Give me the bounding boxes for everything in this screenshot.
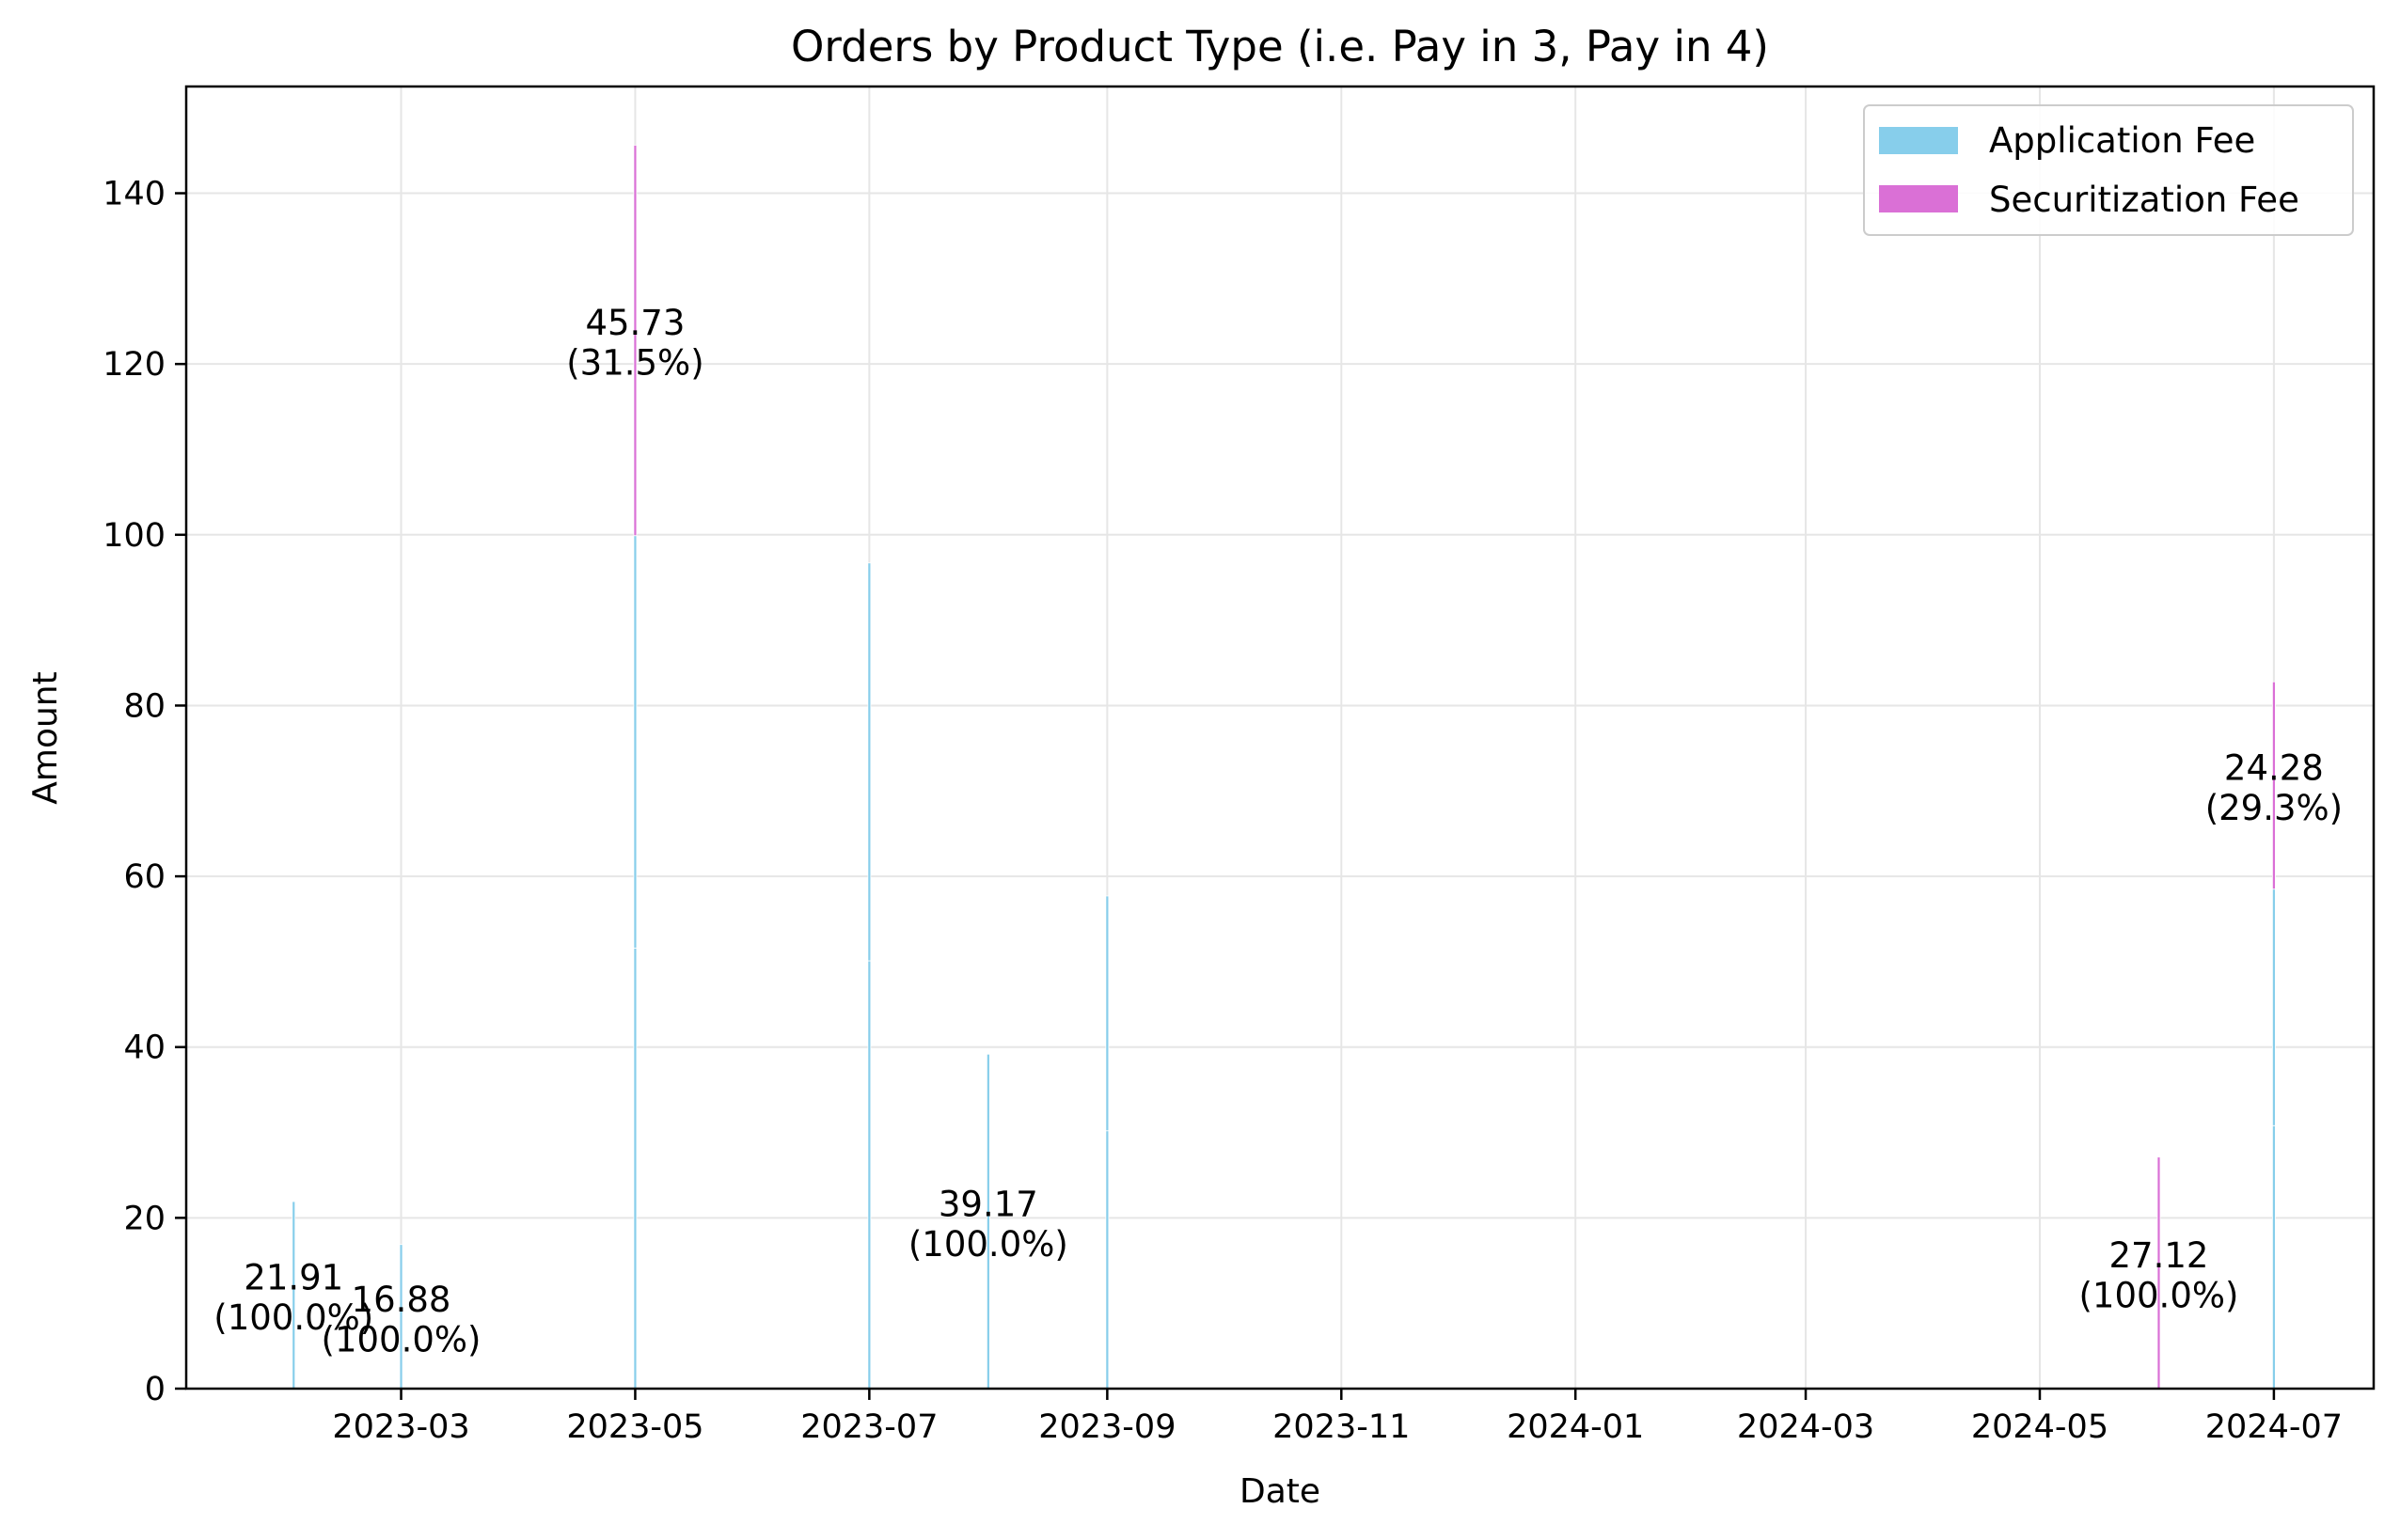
x-tick-label: 2023-07: [800, 1408, 938, 1446]
x-axis-label: Date: [1239, 1472, 1320, 1511]
y-tick-label: 140: [103, 176, 166, 213]
bar-application-fee: [1105, 1130, 1110, 1390]
data-labels: 21.91 (100.0%)16.88 (100.0%) 45.73 (31.5%) 39…: [213, 303, 2343, 1360]
data-label: 16.88 (100.0%): [322, 1280, 482, 1360]
y-tick-label: 80: [123, 687, 166, 725]
x-tick-label: 2023-05: [566, 1408, 703, 1446]
data-label: 21.91 (100.0%): [213, 1258, 373, 1339]
x-tick-label: 2023-09: [1038, 1408, 1176, 1446]
x-tick-label: 2023-03: [332, 1408, 469, 1446]
legend-box: [1863, 104, 2354, 236]
x-tick-label: 2024-01: [1507, 1408, 1644, 1446]
x-tick-label: 2024-03: [1737, 1408, 1874, 1446]
bar-application-fee: [2272, 888, 2276, 1126]
bar-securitization-fee: [633, 144, 638, 537]
bar-application-fee: [1105, 895, 1110, 1132]
y-tick-label: 0: [145, 1371, 166, 1408]
x-axis-ticks: 2023-03 2023-05 2023-07 2023-09 2023-11 2024-…: [332, 1389, 2343, 1446]
legend: Application Fee Securitization Fee: [1863, 104, 2354, 236]
y-tick-label: 40: [123, 1029, 166, 1067]
x-tick-label: 2024-05: [1971, 1408, 2108, 1446]
bar-application-fee: [2272, 1124, 2276, 1390]
chart-title: Orders by Product Type (i.e. Pay in 3, P…: [791, 22, 1769, 71]
data-label: 24.28 (29.3%): [2205, 747, 2343, 828]
x-tick-label: 2024-07: [2205, 1408, 2343, 1446]
data-label: 27.12 (100.0%): [2079, 1235, 2239, 1316]
bar-application-fee: [633, 947, 638, 1390]
plot-frame: [184, 85, 2376, 1391]
legend-swatch-application-fee: [1879, 127, 1958, 154]
bar-application-fee: [867, 562, 872, 962]
legend-label-securitization-fee: Securitization Fee: [1989, 180, 2299, 220]
bar-securitization-fee: [2272, 681, 2276, 890]
legend-swatch-securitization-fee: [1879, 185, 1958, 212]
bars: [292, 144, 2276, 1390]
y-tick-label: 120: [103, 346, 166, 384]
bar-application-fee: [633, 535, 638, 949]
y-axis-label: Amount: [26, 671, 65, 804]
y-axis-ticks: 0 20 40 60 80 100 120 140: [103, 176, 186, 1408]
data-label: 39.17 (100.0%): [908, 1184, 1068, 1265]
y-tick-label: 100: [103, 517, 166, 555]
bar-application-fee: [867, 960, 872, 1390]
x-tick-label: 2023-11: [1272, 1408, 1410, 1446]
y-tick-label: 60: [123, 858, 166, 896]
legend-label-application-fee: Application Fee: [1989, 120, 2255, 161]
data-label: 45.73 (31.5%): [566, 303, 703, 384]
y-tick-label: 20: [123, 1200, 166, 1237]
